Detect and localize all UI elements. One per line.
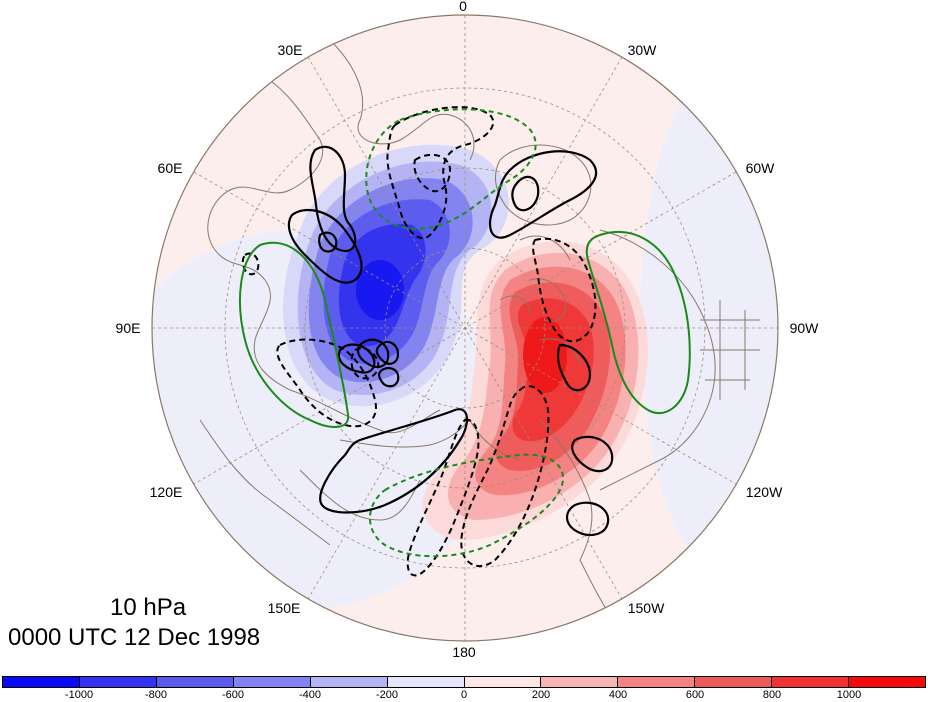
colorbar-swatch — [541, 677, 619, 687]
map-field — [152, 15, 778, 641]
colorbar-tick-label: -400 — [298, 689, 322, 701]
lon-label-60w: 60W — [745, 160, 775, 176]
lon-label-120w: 120W — [745, 484, 783, 500]
colorbar-tick-label: 1000 — [836, 689, 862, 701]
colorbar-swatch — [695, 677, 773, 687]
lon-label-150w: 150W — [627, 600, 665, 616]
colorbar-swatch — [310, 677, 388, 687]
colorbar-swatch — [849, 677, 926, 687]
valid-time-label: 0000 UTC 12 Dec 1998 — [8, 624, 261, 651]
colorbar-tick-label: 200 — [531, 689, 551, 701]
colorbar-tick-label: 0 — [460, 689, 468, 701]
colorbar-swatch — [79, 677, 157, 687]
lon-label-30e: 30E — [277, 42, 303, 58]
colorbar-swatch — [156, 677, 234, 687]
positive-contours — [287, 145, 614, 537]
green-dashed-contours — [365, 108, 565, 558]
lon-label-30w: 30W — [627, 42, 657, 58]
colorbar-swatch — [464, 677, 542, 687]
colorbar-ticks: -1000 -800 -600 -400 -200 0 200 400 600 800 1000 — [2, 689, 926, 702]
lon-label-60e: 60E — [157, 160, 183, 176]
negative-contours — [241, 106, 597, 577]
colorbar-tick-label: -200 — [375, 689, 399, 701]
colorbar-tick-label: -800 — [144, 689, 168, 701]
colorbar-tick-label: 400 — [608, 689, 628, 701]
lon-label-0: 0 — [459, 0, 467, 14]
coastlines — [199, 39, 760, 616]
pressure-level-label: 10 hPa — [110, 594, 187, 621]
graticule — [152, 15, 778, 641]
map-boundary — [151, 14, 779, 642]
lon-label-180: 180 — [452, 644, 476, 660]
colorbar-tick-label: -600 — [221, 689, 245, 701]
colorbar-swatch — [387, 677, 465, 687]
lon-label-120e: 120E — [149, 484, 183, 500]
colorbar-tick-label: -1000 — [64, 689, 94, 701]
colorbar-swatch — [772, 677, 850, 687]
green-contours — [239, 230, 691, 428]
lon-label-90w: 90W — [789, 320, 819, 336]
colorbar-swatch — [618, 677, 696, 687]
lon-label-90e: 90E — [115, 320, 141, 336]
colorbar-swatch — [233, 677, 311, 687]
colorbar-tick-label: 800 — [762, 689, 782, 701]
colorbar-swatch — [3, 677, 80, 687]
lon-label-150e: 150E — [267, 600, 301, 616]
colorbar-tick-label: 600 — [685, 689, 705, 701]
colorbar — [2, 676, 926, 688]
